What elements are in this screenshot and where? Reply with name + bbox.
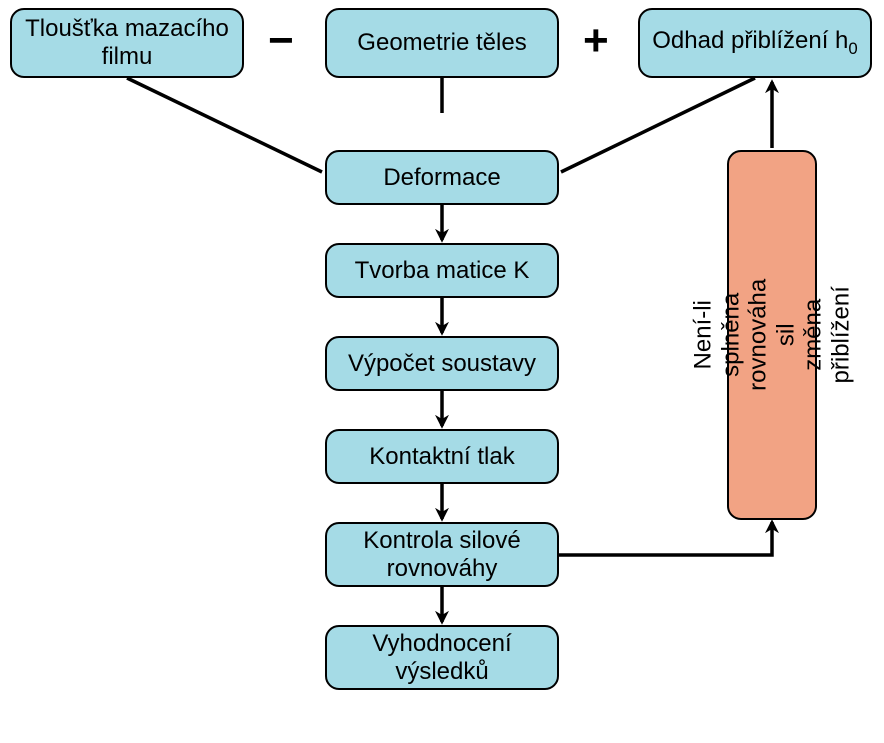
node-force-balance: Kontrola silové rovnováhy xyxy=(325,522,559,587)
node-contact-pressure: Kontaktní tlak xyxy=(325,429,559,484)
label: Tloušťka mazacího filmu xyxy=(25,15,229,70)
label: Odhad přiblížení h0 xyxy=(652,27,857,58)
operator-minus: − xyxy=(268,16,294,66)
label: Kontrola silové rovnováhy xyxy=(363,527,520,582)
node-film-thickness: Tloušťka mazacího filmu xyxy=(10,8,244,78)
label: Geometrie těles xyxy=(357,29,526,57)
label: Deformace xyxy=(383,164,500,192)
node-results: Vyhodnocení výsledků xyxy=(325,625,559,690)
node-feedback-loop: Není-li splněna rovnováha sil změna přib… xyxy=(727,150,817,520)
label: Tvorba matice K xyxy=(355,257,530,285)
connector-film-to-deform xyxy=(127,78,322,172)
connector-balance-to-feedback xyxy=(559,522,772,555)
node-approx-h0: Odhad přiblížení h0 xyxy=(638,8,872,78)
node-geometry: Geometrie těles xyxy=(325,8,559,78)
label: Kontaktní tlak xyxy=(369,443,514,471)
label: Vyhodnocení výsledků xyxy=(372,630,511,685)
node-matrix-k: Tvorba matice K xyxy=(325,243,559,298)
node-deformation: Deformace xyxy=(325,150,559,205)
connector-approx-to-deform xyxy=(561,78,755,172)
label: Není-li splněna rovnováha sil změna přib… xyxy=(689,279,855,391)
operator-plus: + xyxy=(583,16,609,66)
node-solve-system: Výpočet soustavy xyxy=(325,336,559,391)
label: Výpočet soustavy xyxy=(348,350,536,378)
